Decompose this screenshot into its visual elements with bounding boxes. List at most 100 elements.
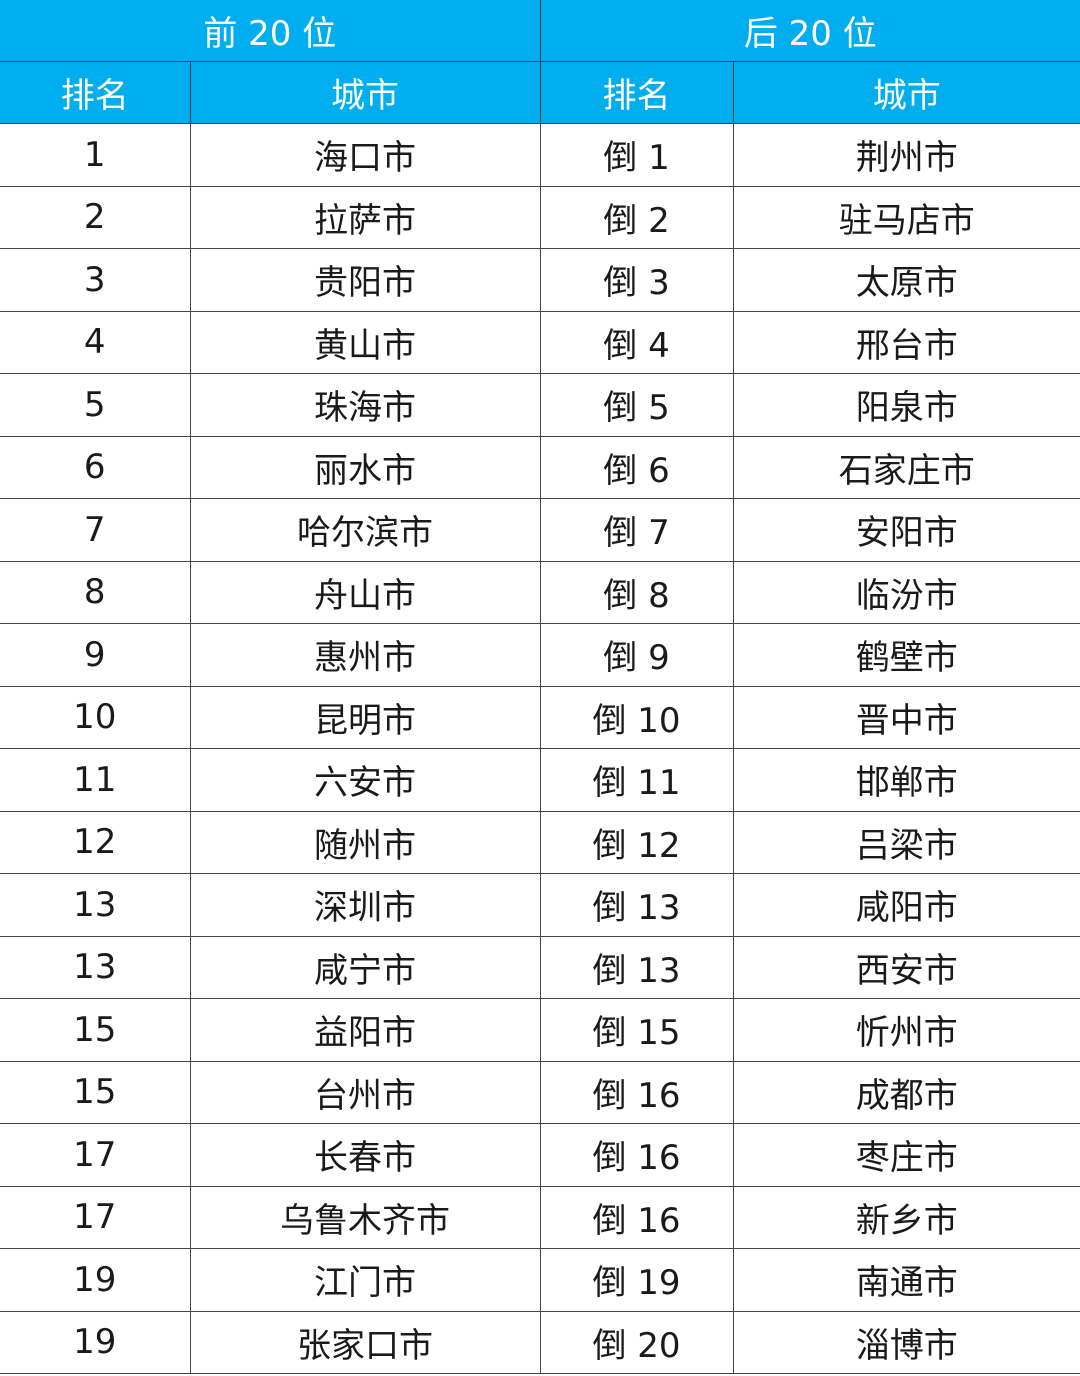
top-rank-cell: 19 xyxy=(0,1248,191,1312)
group-header-row: 前 20 位 后 20 位 xyxy=(0,0,1080,62)
bottom-city-cell: 驻马店市 xyxy=(732,185,1080,249)
bottom-rank-header: 排名 xyxy=(539,61,734,124)
top-rank-cell: 9 xyxy=(0,623,191,687)
top-city-cell: 黄山市 xyxy=(189,310,541,374)
bottom-rank-cell: 倒 13 xyxy=(539,873,734,937)
table-row: 9 惠州市倒 9 鹤壁市 xyxy=(0,623,1080,687)
top-rank-cell: 13 xyxy=(0,873,191,937)
top-city-cell: 珠海市 xyxy=(189,373,541,437)
table-row: 11 六安市倒 11 邯郸市 xyxy=(0,748,1080,812)
top-city-header: 城市 xyxy=(189,61,541,124)
top-rank-cell: 7 xyxy=(0,498,191,562)
table-row: 7 哈尔滨市倒 7 安阳市 xyxy=(0,498,1080,562)
bottom-city-cell: 西安市 xyxy=(732,935,1080,999)
top-rank-cell: 12 xyxy=(0,810,191,874)
bottom-city-cell: 晋中市 xyxy=(732,685,1080,749)
bottom-city-cell: 枣庄市 xyxy=(732,1123,1080,1187)
top-city-cell: 哈尔滨市 xyxy=(189,498,541,562)
bottom-rank-cell: 倒 13 xyxy=(539,935,734,999)
top-city-cell: 丽水市 xyxy=(189,435,541,499)
table-row: 15 台州市倒 16 成都市 xyxy=(0,1060,1080,1124)
bottom-city-header: 城市 xyxy=(732,61,1080,124)
top-rank-cell: 17 xyxy=(0,1185,191,1249)
bottom-city-cell: 太原市 xyxy=(732,248,1080,312)
bottom-rank-cell: 倒 3 xyxy=(539,248,734,312)
table-row: 13 深圳市倒 13 咸阳市 xyxy=(0,873,1080,937)
table-row: 19 张家口市倒 20 淄博市 xyxy=(0,1310,1080,1374)
bottom-rank-cell: 倒 20 xyxy=(539,1310,734,1374)
top-city-cell: 台州市 xyxy=(189,1060,541,1124)
top-city-cell: 贵阳市 xyxy=(189,248,541,312)
bottom-rank-cell: 倒 16 xyxy=(539,1185,734,1249)
bottom-city-cell: 石家庄市 xyxy=(732,435,1080,499)
bottom-city-cell: 鹤壁市 xyxy=(732,623,1080,687)
top-rank-header: 排名 xyxy=(0,61,191,124)
top-rank-cell: 13 xyxy=(0,935,191,999)
top-rank-cell: 17 xyxy=(0,1123,191,1187)
top-city-cell: 咸宁市 xyxy=(189,935,541,999)
top-city-cell: 益阳市 xyxy=(189,998,541,1062)
bottom-city-cell: 吕梁市 xyxy=(732,810,1080,874)
column-header-row: 排名 城市 排名 城市 xyxy=(0,61,1080,124)
bottom-city-cell: 新乡市 xyxy=(732,1185,1080,1249)
top-city-cell: 舟山市 xyxy=(189,560,541,624)
bottom-city-cell: 邯郸市 xyxy=(732,748,1080,812)
bottom-city-cell: 安阳市 xyxy=(732,498,1080,562)
top-city-cell: 昆明市 xyxy=(189,685,541,749)
table-row: 5 珠海市倒 5 阳泉市 xyxy=(0,373,1080,437)
bottom-city-cell: 咸阳市 xyxy=(732,873,1080,937)
top-rank-cell: 5 xyxy=(0,373,191,437)
top-city-cell: 海口市 xyxy=(189,123,541,187)
top-city-cell: 长春市 xyxy=(189,1123,541,1187)
bottom-rank-cell: 倒 7 xyxy=(539,498,734,562)
top-city-cell: 江门市 xyxy=(189,1248,541,1312)
top-rank-cell: 15 xyxy=(0,998,191,1062)
top-rank-cell: 8 xyxy=(0,560,191,624)
top-city-cell: 乌鲁木齐市 xyxy=(189,1185,541,1249)
bottom-rank-cell: 倒 11 xyxy=(539,748,734,812)
top-city-cell: 六安市 xyxy=(189,748,541,812)
table-row: 10 昆明市倒 10 晋中市 xyxy=(0,685,1080,749)
table-row: 17 长春市倒 16 枣庄市 xyxy=(0,1123,1080,1187)
table-row: 2 拉萨市倒 2 驻马店市 xyxy=(0,185,1080,249)
top-rank-cell: 1 xyxy=(0,123,191,187)
bottom-20-header: 后 20 位 xyxy=(540,0,1080,62)
table-row: 3 贵阳市倒 3 太原市 xyxy=(0,248,1080,312)
table-row: 1 海口市倒 1 荆州市 xyxy=(0,123,1080,187)
top-rank-cell: 10 xyxy=(0,685,191,749)
table-row: 8 舟山市倒 8 临汾市 xyxy=(0,560,1080,624)
top-rank-cell: 2 xyxy=(0,185,191,249)
top-rank-cell: 19 xyxy=(0,1310,191,1374)
top-rank-cell: 6 xyxy=(0,435,191,499)
bottom-rank-cell: 倒 15 xyxy=(539,998,734,1062)
table-row: 6 丽水市倒 6 石家庄市 xyxy=(0,435,1080,499)
table-row: 15 益阳市倒 15 忻州市 xyxy=(0,998,1080,1062)
top-city-cell: 惠州市 xyxy=(189,623,541,687)
bottom-rank-cell: 倒 10 xyxy=(539,685,734,749)
top-city-cell: 张家口市 xyxy=(189,1310,541,1374)
bottom-city-cell: 邢台市 xyxy=(732,310,1080,374)
bottom-rank-cell: 倒 4 xyxy=(539,310,734,374)
bottom-city-cell: 淄博市 xyxy=(732,1310,1080,1374)
bottom-city-cell: 阳泉市 xyxy=(732,373,1080,437)
top-city-cell: 随州市 xyxy=(189,810,541,874)
bottom-city-cell: 南通市 xyxy=(732,1248,1080,1312)
bottom-rank-cell: 倒 16 xyxy=(539,1123,734,1187)
top-rank-cell: 11 xyxy=(0,748,191,812)
bottom-rank-cell: 倒 19 xyxy=(539,1248,734,1312)
table-row: 12 随州市倒 12 吕梁市 xyxy=(0,810,1080,874)
bottom-rank-cell: 倒 6 xyxy=(539,435,734,499)
bottom-city-cell: 荆州市 xyxy=(732,123,1080,187)
table-row: 13 咸宁市倒 13 西安市 xyxy=(0,935,1080,999)
table-row: 17 乌鲁木齐市倒 16 新乡市 xyxy=(0,1185,1080,1249)
bottom-rank-cell: 倒 16 xyxy=(539,1060,734,1124)
bottom-city-cell: 成都市 xyxy=(732,1060,1080,1124)
top-city-cell: 深圳市 xyxy=(189,873,541,937)
bottom-city-cell: 临汾市 xyxy=(732,560,1080,624)
top-city-cell: 拉萨市 xyxy=(189,185,541,249)
bottom-rank-cell: 倒 5 xyxy=(539,373,734,437)
table-row: 19 江门市倒 19 南通市 xyxy=(0,1248,1080,1312)
top-rank-cell: 3 xyxy=(0,248,191,312)
top-rank-cell: 4 xyxy=(0,310,191,374)
